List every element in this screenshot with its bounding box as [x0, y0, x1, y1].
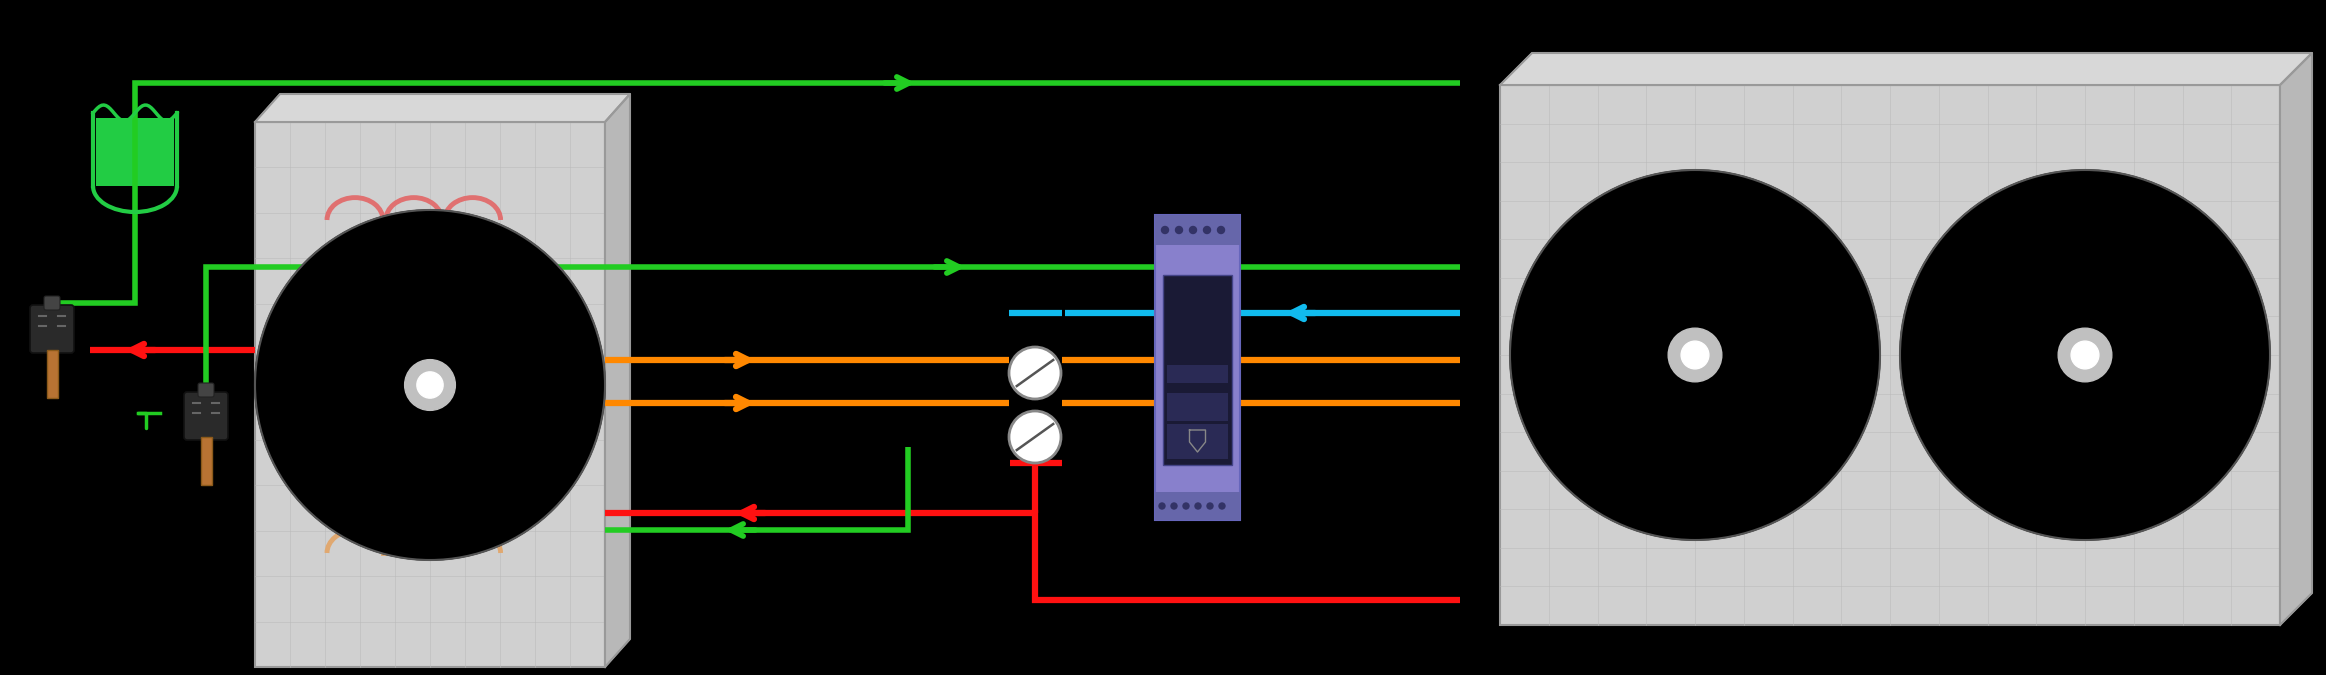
Polygon shape	[442, 361, 584, 437]
Circle shape	[1216, 227, 1223, 234]
Polygon shape	[1570, 378, 1712, 503]
Polygon shape	[312, 406, 444, 524]
Circle shape	[1009, 347, 1061, 399]
Polygon shape	[1924, 299, 2072, 380]
Polygon shape	[1156, 492, 1240, 520]
FancyBboxPatch shape	[30, 305, 74, 353]
Polygon shape	[1156, 215, 1240, 520]
Polygon shape	[1991, 194, 2061, 358]
Polygon shape	[1156, 215, 1240, 245]
Circle shape	[1219, 503, 1226, 509]
Polygon shape	[256, 122, 605, 667]
FancyBboxPatch shape	[184, 392, 228, 440]
Circle shape	[1158, 503, 1165, 509]
Polygon shape	[454, 383, 519, 537]
Polygon shape	[1707, 330, 1856, 410]
Circle shape	[416, 372, 444, 398]
Circle shape	[1009, 411, 1061, 463]
Circle shape	[1510, 170, 1879, 540]
Polygon shape	[2279, 53, 2312, 625]
Circle shape	[1207, 503, 1212, 509]
Polygon shape	[1961, 378, 2100, 503]
Polygon shape	[1168, 424, 1228, 459]
Circle shape	[1184, 503, 1189, 509]
Circle shape	[1203, 227, 1210, 234]
Polygon shape	[1163, 275, 1233, 465]
Circle shape	[1196, 503, 1200, 509]
Circle shape	[256, 210, 605, 560]
Circle shape	[1161, 227, 1168, 234]
FancyBboxPatch shape	[198, 383, 214, 397]
Circle shape	[1189, 227, 1196, 234]
Polygon shape	[1719, 352, 1789, 515]
Circle shape	[1170, 503, 1177, 509]
Polygon shape	[1168, 365, 1228, 383]
Polygon shape	[256, 94, 630, 122]
Circle shape	[405, 360, 456, 410]
Polygon shape	[95, 118, 174, 186]
Polygon shape	[2070, 207, 2210, 332]
Polygon shape	[2110, 352, 2179, 515]
Polygon shape	[1500, 53, 2312, 85]
Circle shape	[2070, 341, 2098, 369]
Polygon shape	[414, 246, 549, 364]
Circle shape	[1668, 328, 1721, 382]
Polygon shape	[605, 94, 630, 667]
Circle shape	[1900, 170, 2270, 540]
Polygon shape	[1168, 393, 1228, 421]
Polygon shape	[2096, 330, 2247, 410]
Polygon shape	[277, 332, 419, 409]
Polygon shape	[200, 437, 212, 485]
Polygon shape	[1603, 194, 1670, 358]
Polygon shape	[1500, 85, 2279, 625]
Polygon shape	[342, 234, 407, 387]
Circle shape	[1682, 341, 1710, 369]
Circle shape	[2059, 328, 2112, 382]
Polygon shape	[1533, 299, 1684, 380]
FancyBboxPatch shape	[44, 296, 60, 310]
Circle shape	[1175, 227, 1182, 234]
Polygon shape	[1679, 207, 1819, 332]
Polygon shape	[47, 350, 58, 398]
